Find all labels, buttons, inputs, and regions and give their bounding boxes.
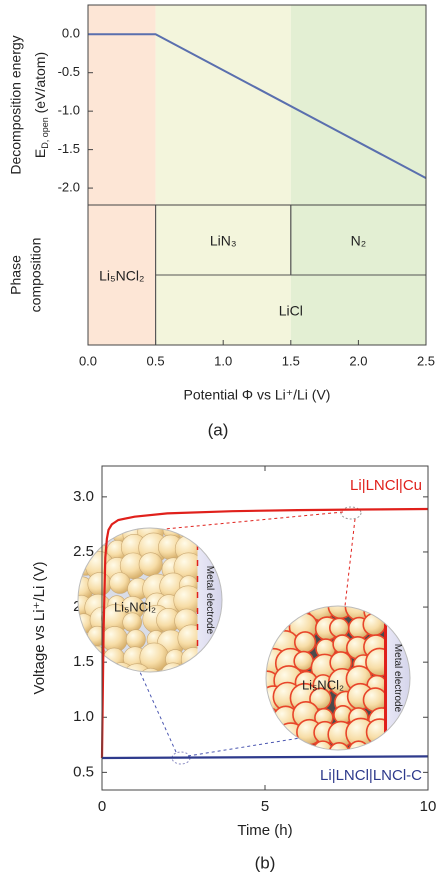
particle	[178, 662, 207, 672]
phase-label: LiN₃	[210, 233, 237, 249]
particle	[138, 552, 163, 577]
inset-border	[77, 527, 223, 673]
particle	[293, 631, 317, 654]
y-axis-label: Voltage vs Li⁺/Li (V)	[31, 562, 48, 695]
legend-label: Li|LNCl|LNCl-C	[320, 767, 422, 784]
x-tick-label: 0	[98, 798, 106, 815]
y-axis-label: Phase	[8, 255, 24, 295]
x-axis-label: Potential Φ vs Li⁺/Li (V)	[184, 387, 331, 403]
particle	[78, 667, 98, 672]
particle	[312, 740, 334, 750]
y-tick-label: -1.5	[58, 141, 80, 156]
particle	[87, 572, 112, 597]
x-tick-label: 0.0	[79, 353, 97, 368]
zoom-marker	[340, 506, 362, 520]
x-axis-label: Time (h)	[237, 822, 292, 839]
region	[88, 205, 156, 345]
connector	[139, 671, 177, 753]
particle	[138, 667, 163, 672]
panel-label: (a)	[208, 420, 229, 439]
particle	[362, 612, 387, 637]
material-label: Li₅NCl₂	[302, 677, 344, 692]
region	[88, 5, 156, 205]
panel-label: (b)	[255, 853, 276, 872]
particle	[125, 629, 146, 650]
region	[155, 5, 291, 205]
y-tick-label: 0.5	[73, 763, 94, 780]
particle	[275, 743, 297, 750]
y-tick-label: 0.0	[62, 26, 80, 41]
particle	[266, 741, 279, 750]
particle	[328, 617, 350, 639]
y-axis-label: composition	[28, 238, 44, 313]
x-tick-label: 1.0	[214, 353, 232, 368]
particle	[266, 606, 286, 625]
line	[88, 33, 427, 179]
x-tick-label: 5	[261, 798, 269, 815]
region	[290, 5, 426, 205]
line	[100, 507, 429, 759]
x-tick-label: 0.5	[147, 353, 165, 368]
y-tick-label: -0.5	[58, 64, 80, 79]
y-axis-label: Decomposition energy	[8, 35, 24, 174]
y-tick-label: -2.0	[58, 180, 80, 195]
y-axis-label: ED, open (eV/atom)	[32, 52, 51, 158]
connector	[344, 518, 356, 607]
material-label: Li₅NCl₂	[114, 599, 156, 614]
phase-label: N₂	[351, 233, 367, 249]
particle	[276, 606, 298, 620]
plot-frame	[101, 465, 429, 791]
connector	[187, 737, 301, 757]
inset-border	[265, 605, 411, 751]
connector	[164, 511, 344, 530]
phase-label: Li₅NCl₂	[99, 268, 144, 284]
unit: (eV/atom)	[32, 52, 48, 117]
x-tick-label: 10	[420, 798, 437, 815]
particle	[266, 727, 277, 750]
phase-label: LiCl	[279, 303, 303, 319]
y-tick-label: 1.5	[73, 653, 94, 670]
x-tick-label: 2.5	[417, 353, 435, 368]
plot-frame	[87, 204, 427, 346]
y-tick-label: 3.0	[73, 488, 94, 505]
inset	[78, 528, 222, 672]
electrode-label: Metal electrode	[204, 566, 215, 635]
particle	[109, 572, 131, 594]
particle	[180, 647, 206, 672]
symbol: E	[32, 149, 48, 158]
particle	[122, 612, 142, 633]
x-tick-label: 2.0	[349, 353, 367, 368]
particle	[160, 662, 186, 672]
subscript: D, open	[40, 117, 50, 149]
y-tick-label: 1.0	[73, 708, 94, 725]
legend-label: Li|LNCl|Cu	[350, 477, 422, 494]
electrode-label: Metal electrode	[392, 644, 403, 713]
particle	[328, 741, 350, 750]
particle	[266, 615, 284, 638]
particle	[78, 528, 95, 542]
y-tick-label: -1.0	[58, 103, 80, 118]
y-tick-label: 2.5	[73, 543, 94, 560]
line	[101, 755, 429, 760]
x-tick-label: 1.5	[282, 353, 300, 368]
